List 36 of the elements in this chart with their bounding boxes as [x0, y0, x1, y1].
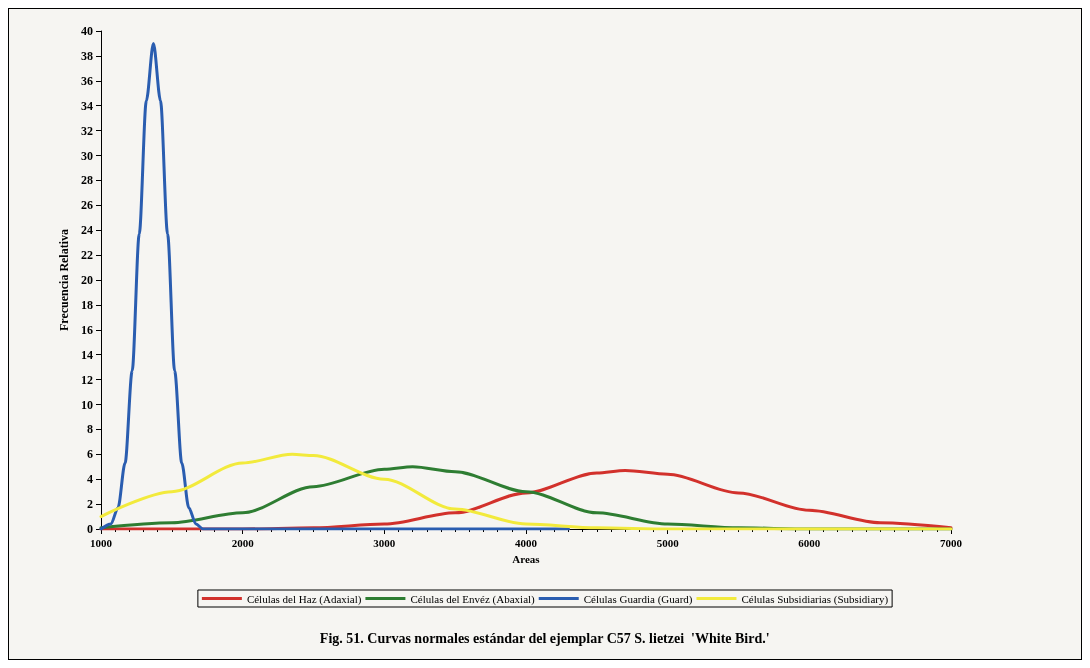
y-tick-label: 38 [81, 48, 93, 63]
y-tick-label: 2 [87, 497, 93, 512]
y-axis-title: Frecuencia Relativa [57, 228, 72, 332]
y-tick-label: 8 [87, 422, 93, 437]
x-tick-label: 6000 [798, 536, 821, 549]
y-tick-label: 18 [81, 297, 93, 312]
y-tick-label: 32 [81, 123, 93, 138]
y-tick-label: 20 [81, 273, 93, 287]
x-tick-label: 1000 [90, 536, 113, 549]
line-series [99, 41, 570, 531]
x-tick-label: 7000 [940, 536, 963, 549]
legend-label: Células Subsidiarias (Subsidiary) [741, 592, 889, 606]
x-tick-label: 3000 [373, 536, 396, 549]
legend-label: Células del Envéz (Abaxial) [410, 592, 536, 606]
y-tick-label: 22 [81, 248, 93, 263]
y-tick-label: 0 [87, 522, 93, 536]
y-tick-label: 12 [81, 372, 93, 387]
y-tick-label: 28 [81, 173, 93, 188]
y-tick-label: 4 [87, 472, 93, 487]
y-tick-label: 16 [81, 322, 93, 337]
y-tick-label: 6 [87, 447, 93, 462]
y-tick-label: 26 [81, 198, 93, 213]
y-tick-label: 40 [81, 24, 93, 38]
legend-label: Células Guardia (Guard) [583, 592, 693, 606]
caption: Fig. 51. Curvas normales estándar del ejemplar C57 S. lietzei 'White Bird.' [319, 630, 770, 646]
y-tick-label: 30 [81, 148, 93, 163]
y-tick-label: 14 [81, 347, 93, 362]
y-tick-label: 10 [81, 397, 93, 412]
y-tick-label: 36 [81, 73, 93, 88]
x-tick-label: 5000 [656, 536, 680, 549]
x-tick-label: 4000 [515, 536, 538, 549]
legend-label: Células del Haz (Adaxial) [246, 592, 362, 606]
x-tick-label: 2000 [231, 536, 255, 549]
y-tick-label: 24 [81, 223, 93, 238]
y-tick-label: 34 [81, 98, 93, 113]
x-axis-title: Areas [512, 552, 541, 565]
